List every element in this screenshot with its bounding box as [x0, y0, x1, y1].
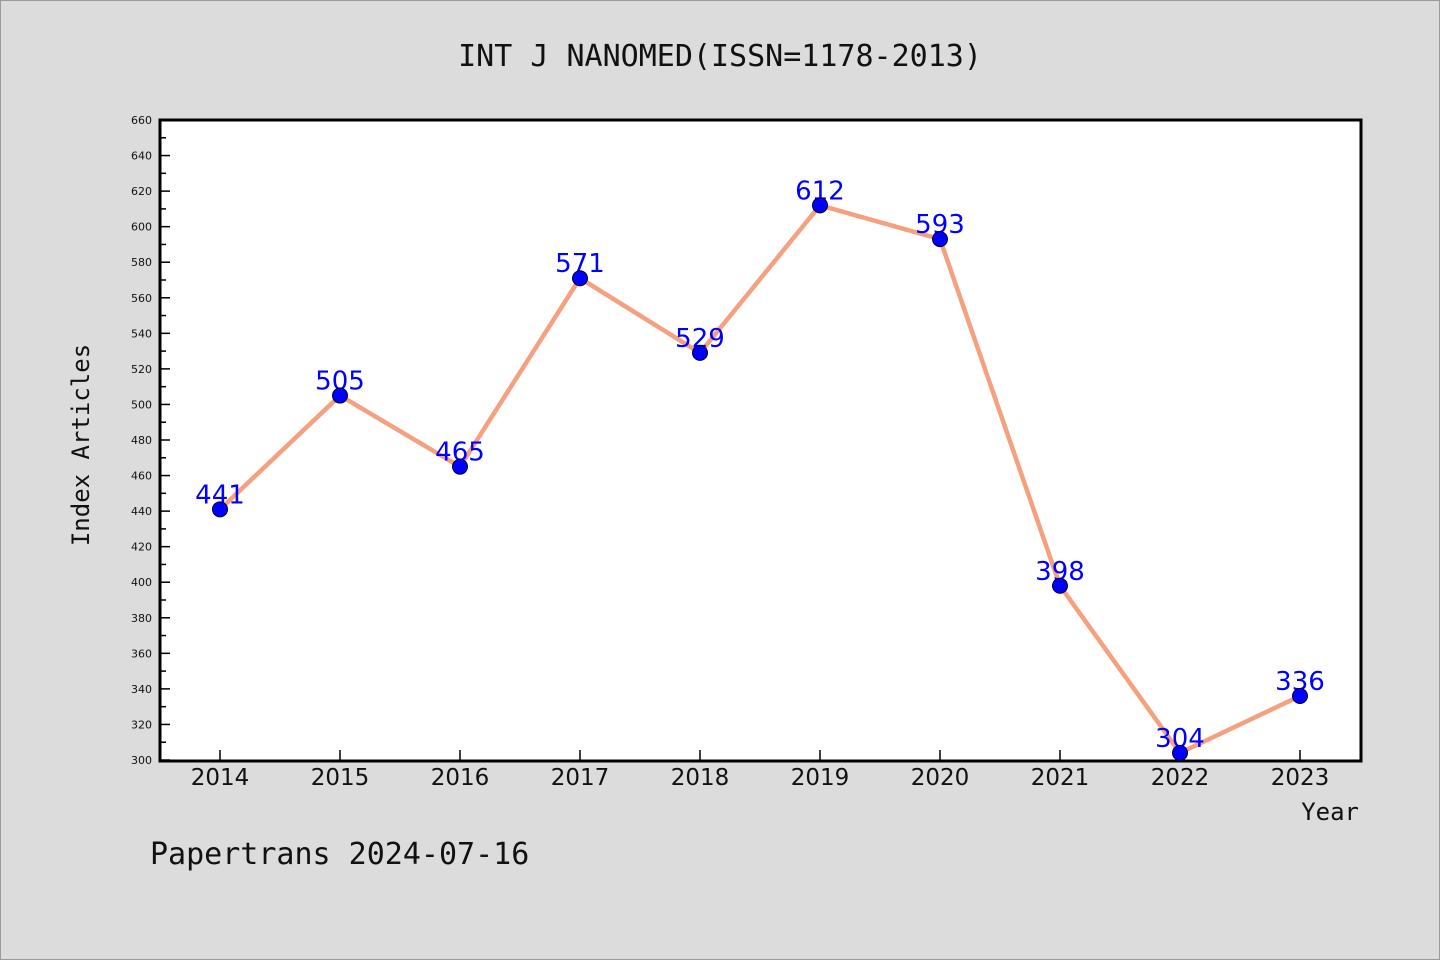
data-point-marker: [932, 231, 948, 248]
x-tick-label: 2021: [1031, 765, 1090, 791]
y-tick-label: 460: [131, 470, 152, 483]
y-tick-label: 580: [131, 256, 152, 269]
x-tick-label: 2017: [551, 765, 610, 791]
y-tick-label: 420: [131, 541, 152, 554]
x-axis: 2014 2015 2016 2017 2018 2019 2020 2021 2022 2023: [191, 750, 1330, 791]
x-tick-label: 2015: [311, 765, 370, 791]
y-axis-label: Index Articles: [67, 344, 95, 546]
y-tick-label: 620: [131, 185, 152, 198]
x-tick-label: 2022: [1151, 765, 1210, 791]
y-tick-label: 320: [131, 718, 152, 731]
x-tick-label: 2018: [671, 765, 730, 791]
y-tick-label: 520: [131, 363, 152, 376]
y-tick-label: 540: [131, 327, 152, 340]
y-tick-label: 400: [131, 576, 152, 589]
data-point-marker: [1292, 688, 1308, 704]
y-tick-label: 380: [131, 612, 152, 625]
y-tick-label: 600: [131, 221, 152, 234]
y-tick-label: 660: [131, 114, 152, 127]
y-axis: 300 320 340 360 380 400 420 440 460 480 500 520 540 5…: [131, 114, 170, 767]
footer-credit: Papertrans 2024-07-16: [150, 837, 529, 872]
plot-area: [158, 118, 1363, 763]
data-point-marker: [572, 270, 588, 287]
data-point-marker: [692, 344, 708, 361]
data-point-marker: [212, 501, 228, 518]
y-tick-label: 560: [131, 292, 152, 305]
y-tick-label: 480: [131, 434, 152, 447]
data-point-marker: [1052, 577, 1068, 594]
x-tick-label: 2014: [191, 765, 250, 791]
data-point-marker: [812, 197, 828, 214]
x-axis-label: Year: [1301, 798, 1359, 826]
chart-title: INT J NANOMED(ISSN=1178-2013): [458, 39, 982, 74]
series-line: [217, 203, 1303, 756]
data-point-marker: [1172, 744, 1188, 761]
y-tick-label: 360: [131, 647, 152, 660]
y-tick-label: 340: [131, 683, 152, 696]
x-tick-label: 2019: [791, 765, 850, 791]
y-tick-label: 440: [131, 505, 152, 518]
data-point-marker: [452, 458, 468, 475]
x-tick-label: 2016: [431, 765, 490, 791]
data-point-marker: [332, 387, 348, 404]
x-tick-label: 2020: [911, 765, 970, 791]
x-tick-label: 2023: [1271, 765, 1330, 791]
y-tick-label: 500: [131, 398, 152, 411]
y-tick-label: 640: [131, 150, 152, 163]
y-tick-label: 300: [131, 754, 152, 767]
